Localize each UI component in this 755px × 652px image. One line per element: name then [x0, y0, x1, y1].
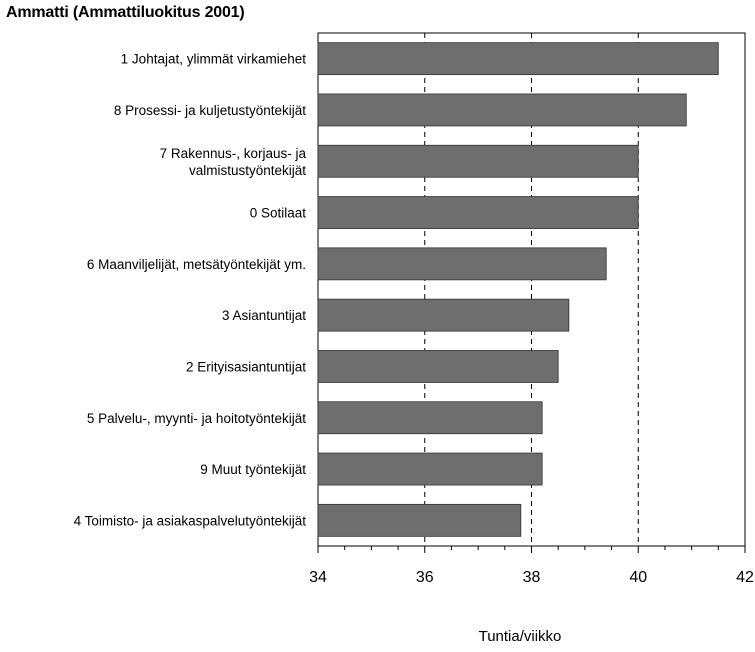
x-tick-label: 40 [629, 569, 647, 586]
category-label: 7 Rakennus-, korjaus- ja [160, 146, 307, 161]
bar [317, 503, 522, 537]
category-label: 9 Muut työntekijät [200, 462, 306, 477]
category-label: 4 Toimisto- ja asiakaspalvelutyöntekijät [74, 513, 307, 528]
category-label: 6 Maanviljelijät, metsätyöntekijät ym. [87, 257, 306, 272]
bar [317, 196, 639, 229]
category-label: 0 Sotilaat [250, 206, 307, 221]
chart-title: Ammatti (Ammattiluokitus 2001) [6, 4, 245, 21]
bar [317, 401, 543, 435]
category-label: valmistustyöntekijät [189, 163, 306, 178]
bar [317, 298, 570, 332]
bar [317, 247, 607, 281]
category-label: 3 Asiantuntijat [222, 308, 306, 323]
bar [317, 93, 687, 127]
category-label: 1 Johtajat, ylimmät virkamiehet [121, 52, 307, 67]
bar [317, 452, 543, 486]
x-tick-label: 38 [523, 569, 541, 586]
x-tick-label: 36 [416, 569, 434, 586]
bar [317, 42, 719, 76]
x-tick-label: 34 [309, 569, 327, 586]
x-tick-label: 42 [736, 569, 754, 586]
category-label: 5 Palvelu-, myynti- ja hoitotyöntekijät [87, 411, 306, 426]
x-axis-title: Tuntia/viikko [479, 628, 562, 645]
category-label: 2 Erityisasiantuntijat [186, 359, 306, 374]
bar [317, 350, 559, 383]
category-label: 8 Prosessi- ja kuljetustyöntekijät [114, 103, 306, 118]
bar [317, 144, 639, 178]
